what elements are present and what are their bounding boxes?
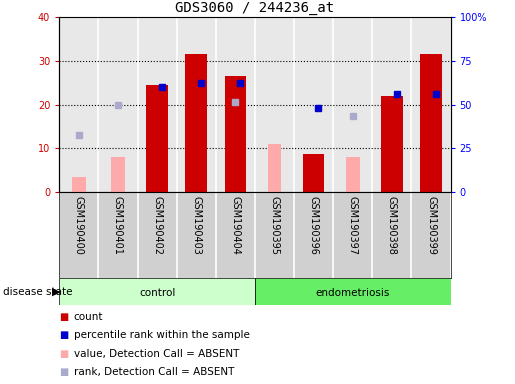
Text: GSM190399: GSM190399: [426, 196, 436, 255]
Text: rank, Detection Call = ABSENT: rank, Detection Call = ABSENT: [74, 367, 234, 377]
FancyBboxPatch shape: [59, 278, 255, 305]
Text: control: control: [139, 288, 175, 298]
Bar: [346, 157, 359, 192]
Text: count: count: [74, 312, 103, 322]
Text: percentile rank within the sample: percentile rank within the sample: [74, 330, 250, 340]
Bar: [225, 76, 246, 192]
Text: value, Detection Call = ABSENT: value, Detection Call = ABSENT: [74, 349, 239, 359]
Bar: [420, 55, 442, 192]
Bar: [72, 177, 85, 192]
Text: GSM190395: GSM190395: [269, 196, 280, 255]
Bar: [111, 157, 125, 192]
Text: disease state: disease state: [3, 287, 72, 297]
Text: ■: ■: [59, 367, 68, 377]
Bar: [268, 144, 281, 192]
Text: endometriosis: endometriosis: [316, 288, 390, 298]
Text: GSM190397: GSM190397: [348, 196, 358, 255]
Text: GSM190396: GSM190396: [308, 196, 319, 255]
Text: GSM190398: GSM190398: [387, 196, 397, 255]
Text: ■: ■: [59, 312, 68, 322]
Text: GSM190402: GSM190402: [152, 196, 162, 255]
Text: GSM190404: GSM190404: [230, 196, 241, 255]
Text: GSM190403: GSM190403: [191, 196, 201, 255]
Bar: [146, 85, 168, 192]
FancyBboxPatch shape: [255, 278, 451, 305]
Text: ▶: ▶: [52, 287, 60, 297]
Text: ■: ■: [59, 330, 68, 340]
Text: GSM190400: GSM190400: [74, 196, 84, 255]
Title: GDS3060 / 244236_at: GDS3060 / 244236_at: [176, 1, 334, 15]
Bar: [303, 154, 324, 192]
Bar: [381, 96, 403, 192]
Text: GSM190401: GSM190401: [113, 196, 123, 255]
Bar: [185, 55, 207, 192]
Text: ■: ■: [59, 349, 68, 359]
